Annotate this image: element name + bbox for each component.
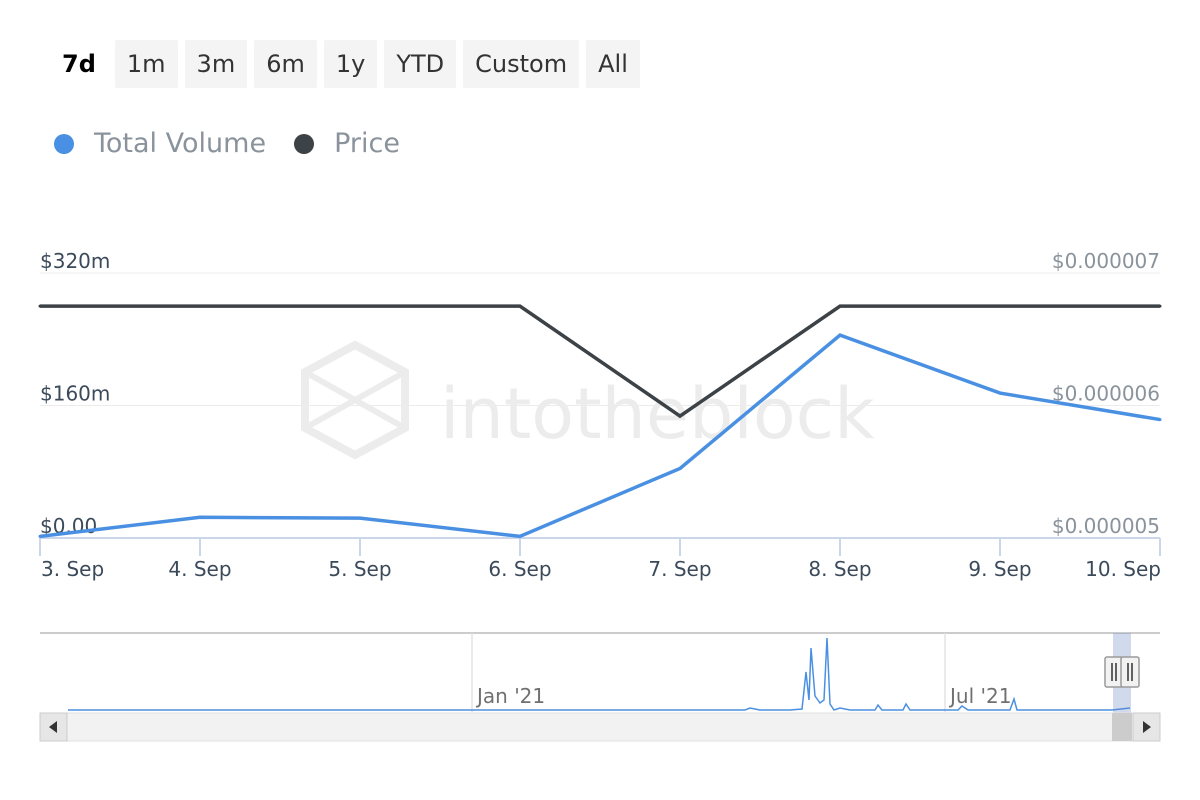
range-button-6m[interactable]: 6m: [254, 40, 317, 88]
data-point-total-volume[interactable]: [38, 534, 42, 538]
arrow-right-icon: [1143, 721, 1151, 733]
x-tick-label: 4. Sep: [168, 557, 231, 581]
legend-label: Price: [334, 128, 400, 159]
x-tick-label: 10. Sep: [1085, 557, 1161, 581]
scrollbar-track[interactable]: [39, 712, 1161, 742]
series-line-price[interactable]: [40, 304, 1160, 419]
data-point-price[interactable]: [998, 304, 1002, 308]
y-right-tick-label: $0.000006: [1052, 382, 1160, 406]
range-button-3m[interactable]: 3m: [184, 40, 248, 88]
data-point-price[interactable]: [358, 304, 362, 308]
x-tick-label: 6. Sep: [488, 557, 551, 581]
svg-text:intotheblock: intotheblock: [440, 373, 875, 455]
data-point-total-volume[interactable]: [838, 333, 842, 337]
range-button-all[interactable]: All: [586, 40, 640, 88]
x-tick-label: 8. Sep: [808, 557, 871, 581]
navigator[interactable]: Jan '21 Jul '21: [39, 632, 1161, 742]
range-button-custom[interactable]: Custom: [463, 40, 580, 88]
x-tick-label: 9. Sep: [968, 557, 1031, 581]
range-button-7d[interactable]: 7d: [50, 40, 108, 88]
series-line-total-volume[interactable]: [39, 333, 1161, 539]
x-tick-label: 5. Sep: [328, 557, 391, 581]
y-right-tick-label: $0.000005: [1052, 514, 1160, 538]
range-button-ytd[interactable]: YTD: [384, 40, 457, 88]
y-right-tick-label: $0.000007: [1052, 249, 1160, 273]
range-button-1y[interactable]: 1y: [323, 40, 378, 88]
data-point-price[interactable]: [198, 304, 202, 308]
legend: Total Volume Price: [54, 128, 400, 159]
scrollbar-thumb[interactable]: [1112, 713, 1132, 741]
navigator-series: [68, 637, 1131, 711]
data-point-price[interactable]: [1158, 304, 1162, 308]
navigator-label: Jul '21: [948, 684, 1011, 708]
data-point-total-volume[interactable]: [198, 515, 202, 519]
range-button-1m[interactable]: 1m: [114, 40, 178, 88]
range-selector: 7d 1m 3m 6m 1y YTD Custom All: [50, 40, 640, 88]
scroll-left-button[interactable]: [39, 712, 68, 742]
data-point-total-volume[interactable]: [1158, 418, 1162, 422]
watermark-logo: intotheblock: [301, 340, 875, 460]
data-point-price[interactable]: [838, 304, 842, 308]
data-point-price[interactable]: [518, 304, 522, 308]
legend-label: Total Volume: [94, 128, 267, 159]
data-point-total-volume[interactable]: [518, 534, 522, 538]
data-point-total-volume[interactable]: [358, 516, 362, 520]
y-left-tick-label: $160m: [40, 382, 110, 406]
legend-item-total-volume[interactable]: Total Volume: [54, 128, 266, 159]
navigator-right-handle[interactable]: [1120, 656, 1140, 688]
y-left-tick-label: $320m: [40, 249, 110, 273]
scroll-right-button[interactable]: [1132, 712, 1161, 742]
data-point-price[interactable]: [38, 304, 42, 308]
arrow-left-icon: [49, 721, 57, 733]
navigator-label: Jan '21: [475, 684, 545, 708]
legend-marker: [294, 133, 315, 154]
data-point-total-volume[interactable]: [998, 391, 1002, 395]
data-point-price[interactable]: [678, 414, 682, 418]
legend-marker: [54, 133, 74, 154]
data-point-total-volume[interactable]: [678, 466, 682, 470]
legend-item-price[interactable]: Price: [294, 128, 400, 159]
x-tick-label: 7. Sep: [648, 557, 711, 581]
x-tick-label: 3. Sep: [41, 557, 104, 581]
